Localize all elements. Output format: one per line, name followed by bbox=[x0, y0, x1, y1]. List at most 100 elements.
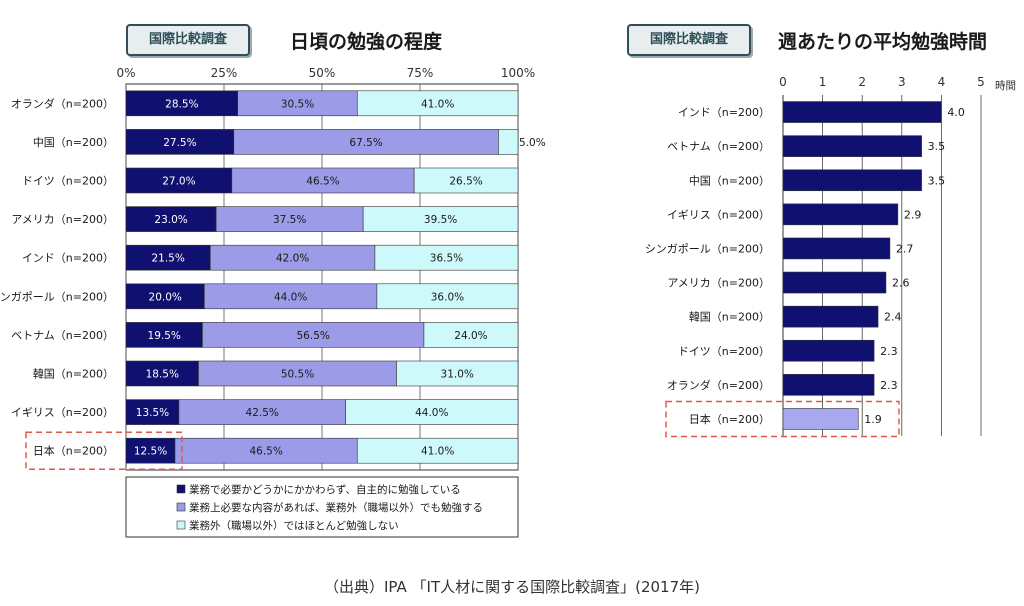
data-label: 20.0% bbox=[149, 291, 182, 303]
data-label: 2.6 bbox=[892, 277, 910, 290]
bar bbox=[782, 169, 922, 192]
data-label: 3.5 bbox=[928, 174, 946, 187]
category-label: オランダ（n=200） bbox=[667, 378, 770, 392]
data-label: 4.0 bbox=[947, 106, 965, 119]
bar-segment bbox=[237, 90, 358, 117]
category-label: 中国（n=200） bbox=[33, 136, 114, 149]
bar-segment bbox=[498, 129, 519, 155]
bar-segment bbox=[125, 90, 239, 117]
data-label: 42.0% bbox=[276, 253, 309, 265]
x-tick-label: 0% bbox=[116, 66, 135, 80]
x-tick-label: 3 bbox=[898, 75, 906, 89]
data-label: 36.0% bbox=[431, 291, 464, 303]
category-label: アメリカ（n=200） bbox=[11, 213, 114, 226]
bar-segment bbox=[231, 167, 415, 194]
category-label: 日本（n=200） bbox=[33, 444, 114, 458]
data-label: 3.5 bbox=[928, 140, 946, 153]
data-label: 50.5% bbox=[281, 369, 314, 381]
category-label: ドイツ（n=200） bbox=[22, 175, 114, 188]
data-label: 39.5% bbox=[424, 214, 457, 226]
legend-box bbox=[125, 476, 519, 538]
x-tick-label: 100% bbox=[501, 66, 535, 80]
category-label: ベトナム（n=200） bbox=[11, 329, 114, 342]
bar-segment bbox=[204, 283, 378, 310]
category-label: 韓国（n=200） bbox=[33, 368, 114, 381]
chart-title-right: 週あたりの平均勉強時間 bbox=[778, 31, 988, 53]
data-label: 2.3 bbox=[880, 345, 898, 358]
category-label: ドイツ（n=200） bbox=[678, 345, 770, 358]
bar-segment bbox=[198, 360, 397, 387]
legend-label: 業務で必要かどうかにかかわらず、自主的に勉強している bbox=[189, 483, 461, 496]
chart-title-left: 日頃の勉強の程度 bbox=[290, 31, 443, 53]
x-tick-label: 25% bbox=[211, 66, 238, 80]
category-label: イギリス（n=200） bbox=[11, 406, 114, 419]
legend-swatch bbox=[176, 520, 186, 530]
x-tick-label: 4 bbox=[938, 75, 946, 89]
data-label: 2.9 bbox=[904, 208, 922, 221]
bar-segment bbox=[125, 399, 180, 425]
data-label: 26.5% bbox=[449, 176, 482, 188]
data-label: 5.0% bbox=[519, 137, 546, 149]
data-label: 19.5% bbox=[148, 330, 181, 342]
bar-segment bbox=[423, 322, 519, 348]
legend-swatch bbox=[176, 484, 186, 494]
bar-segment bbox=[125, 244, 211, 271]
data-label: 2.3 bbox=[880, 379, 898, 392]
highlight-box bbox=[665, 400, 900, 438]
data-label: 41.0% bbox=[421, 98, 454, 110]
highlight-box bbox=[25, 431, 183, 470]
badge-left: 国際比較調査 bbox=[126, 24, 250, 56]
category-label: イギリス（n=200） bbox=[667, 208, 770, 221]
data-label: 30.5% bbox=[281, 98, 314, 110]
source-footer: （出典）IPA 「IT人材に関する国際比較調査」(2017年) bbox=[323, 578, 700, 596]
bar bbox=[782, 101, 942, 123]
x-tick-label: 1 bbox=[819, 75, 827, 89]
bar-segment bbox=[345, 399, 519, 425]
legend-label: 業務外（職場以外）ではほとんど勉強しない bbox=[189, 519, 399, 532]
bar-segment bbox=[125, 283, 205, 310]
bar-segment bbox=[413, 167, 519, 194]
legend-swatch bbox=[176, 502, 186, 512]
data-label: 37.5% bbox=[273, 214, 306, 226]
data-label: 23.0% bbox=[154, 214, 187, 226]
data-label: 36.5% bbox=[430, 253, 463, 265]
category-label: 日本（n=200） bbox=[689, 412, 770, 426]
data-label: 28.5% bbox=[165, 98, 198, 110]
x-tick-label: 0 bbox=[779, 75, 787, 89]
category-label: アメリカ（n=200） bbox=[667, 277, 770, 290]
bar-segment bbox=[396, 360, 519, 387]
data-label: 24.0% bbox=[454, 330, 487, 342]
bar bbox=[782, 203, 899, 226]
bar-segment bbox=[202, 322, 425, 348]
data-label: 44.0% bbox=[274, 291, 307, 303]
bar-segment bbox=[125, 360, 199, 387]
category-label: ベトナム（n=200） bbox=[667, 140, 770, 153]
legend-label: 業務上必要な内容があれば、業務外（職場以外）でも勉強する bbox=[189, 501, 483, 514]
bar-segment bbox=[233, 129, 499, 155]
bar-segment bbox=[125, 206, 217, 232]
bar-segment bbox=[178, 399, 346, 425]
bar-segment bbox=[215, 206, 364, 232]
x-tick-label: 5 bbox=[977, 75, 985, 89]
data-label: 21.5% bbox=[151, 253, 184, 265]
data-label: 42.5% bbox=[246, 407, 279, 419]
bar bbox=[782, 271, 887, 294]
data-label: 18.5% bbox=[146, 369, 179, 381]
bar-segment bbox=[376, 283, 519, 310]
data-label: 27.5% bbox=[163, 137, 196, 149]
bar bbox=[782, 339, 875, 362]
category-label: 韓国（n=200） bbox=[689, 311, 770, 324]
category-label: 中国（n=200） bbox=[689, 174, 770, 187]
data-label: 2.4 bbox=[884, 311, 902, 324]
data-label: 56.5% bbox=[297, 330, 330, 342]
bar-segment bbox=[125, 129, 235, 155]
badge-right: 国際比較調査 bbox=[627, 24, 751, 56]
x-tick-label: 2 bbox=[858, 75, 866, 89]
bar-segment bbox=[362, 206, 519, 232]
bar-segment bbox=[125, 437, 176, 464]
data-label: 46.5% bbox=[306, 176, 339, 188]
bar-segment bbox=[174, 437, 358, 464]
data-label: 31.0% bbox=[441, 369, 474, 381]
data-label: 12.5% bbox=[134, 446, 167, 458]
